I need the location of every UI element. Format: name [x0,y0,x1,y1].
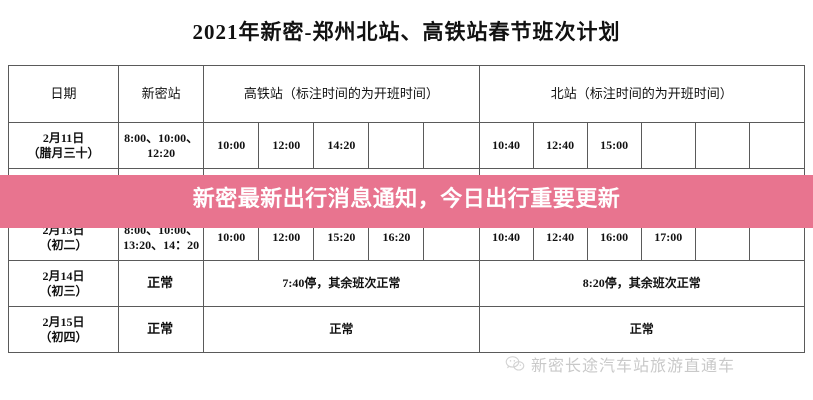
cell-date: 2月14日 （初三） [7,260,120,307]
header-xinmi-station: 新密站 [118,65,205,123]
cell-bei-time [748,122,806,169]
watermark-text: 新密长途汽车站旅游直通车 [531,356,736,375]
cell-gaotie-note: 7:40停，其余班次正常 [203,260,480,307]
watermark: 新密长途汽车站旅游直通车 [505,352,735,376]
cell-bei-time: 10:40 [478,122,534,169]
header-bei-station: 北站（标注时间的为开班时间） [478,65,806,123]
promo-banner-text: 新密最新出行消息通知，今日出行重要更新 [192,186,621,212]
cell-gaotie-note: 正常 [203,306,480,353]
header-gaotie-station: 高铁站（标注时间的为开班时间） [203,65,480,123]
wechat-chat-bubble-icon [505,354,525,374]
cell-gaotie-time [423,122,480,169]
header-date: 日期 [7,65,120,123]
cell-bei-time: 12:40 [532,122,588,169]
table-row: 2月11日 （腊月三十） 8:00、10:00、12:20 10:00 12:0… [7,122,806,169]
table-row: 2月14日 （初三） 正常 7:40停，其余班次正常 8:20停，其余班次正常 [7,260,806,307]
table-row: 2月15日 （初四） 正常 正常 正常 [7,306,806,353]
cell-date: 2月15日 （初四） [7,306,120,353]
cell-bei-time [694,122,750,169]
cell-bei-time [640,122,696,169]
cell-bei-note: 正常 [478,306,806,353]
cell-gaotie-time: 10:00 [203,122,260,169]
cell-xinmi: 8:00、10:00、12:20 [118,122,205,169]
cell-date: 2月11日 （腊月三十） [7,122,120,169]
cell-gaotie-time: 12:00 [258,214,315,261]
cell-xinmi-status: 正常 [118,260,205,307]
page-title: 2021年新密-郑州北站、高铁站春节班次计划 [192,20,621,44]
promo-banner: 新密最新出行消息通知，今日出行重要更新 [0,175,813,228]
cell-gaotie-time [368,122,425,169]
cell-gaotie-time: 12:00 [258,122,315,169]
table-row: 2月13日 （初二） 8:00、10:00、13:20、14：20 10:00 … [7,214,806,261]
cell-gaotie-time: 14:20 [313,122,370,169]
cell-xinmi-status: 正常 [118,306,205,353]
cell-bei-note: 8:20停，其余班次正常 [478,260,806,307]
cell-bei-time: 15:00 [586,122,642,169]
table-header-row: 日期 新密站 高铁站（标注时间的为开班时间） 北站（标注时间的为开班时间） [7,65,806,123]
